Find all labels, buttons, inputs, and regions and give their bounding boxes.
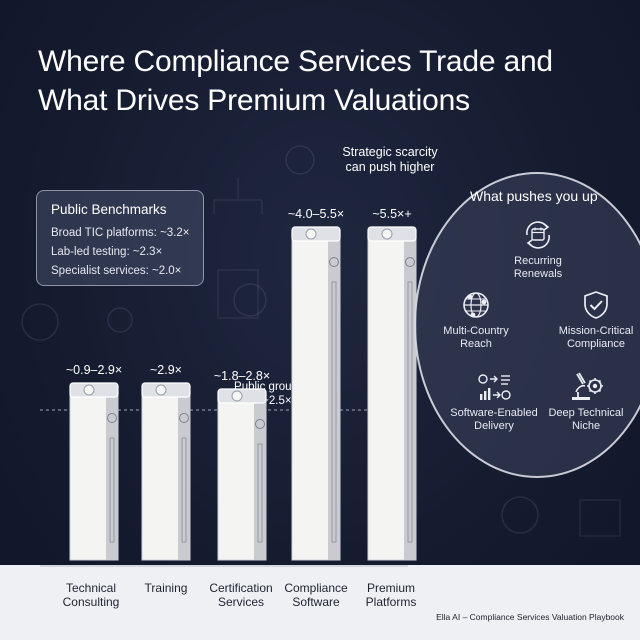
driver-software-enabled-delivery: Software-Enabled Delivery <box>446 370 542 433</box>
bar-knob <box>83 384 95 396</box>
decor-circle <box>21 303 59 341</box>
bar-slot <box>181 437 187 543</box>
bar-check-icon <box>255 419 265 429</box>
benchmark-item: Lab-led testing: ~2.3× <box>51 246 163 258</box>
bars-group <box>69 226 417 561</box>
bar <box>367 226 417 561</box>
bar-side <box>178 386 190 560</box>
bar-side <box>328 230 340 560</box>
decor-calendar <box>579 499 621 537</box>
globe-icon <box>463 292 489 318</box>
driver-label: Deep Technical Niche <box>548 407 624 432</box>
calendar-cycle-icon <box>526 221 550 249</box>
bar <box>291 226 341 561</box>
benchmarks-title: Public Benchmarks <box>51 202 167 217</box>
decor-circle <box>107 307 133 333</box>
microscope-gear-icon <box>572 372 603 400</box>
decor-circle <box>233 283 267 317</box>
decor-circle <box>285 145 315 175</box>
value-labels-group: ~0.9–2.9× ~2.9× ~1.8–2.8× ~4.0–5.5× ~5.5×+ St… <box>66 145 438 383</box>
public-benchmarks-panel: Public Benchmarks Broad TIC platforms: ~… <box>36 190 204 286</box>
driver-mission-critical-compliance: Mission-Critical Compliance <box>554 288 638 351</box>
driver-label: Recurring Renewals <box>513 255 563 280</box>
bar-value-label: ~1.8–2.8× <box>214 369 270 383</box>
x-tick-label: Training <box>144 581 188 595</box>
bar-side <box>106 386 118 560</box>
bar-value-label: ~4.0–5.5× <box>288 207 344 221</box>
x-tick-label: Compliance Software <box>284 581 348 609</box>
bar-check-icon <box>107 413 117 423</box>
bar-check-icon <box>329 257 339 267</box>
page-title: Where Compliance Services Trade and What… <box>38 42 618 120</box>
chart-floor <box>0 565 640 640</box>
driver-label: Multi-Country Reach <box>443 325 509 350</box>
driver-label: Mission-Critical Compliance <box>558 325 634 350</box>
x-tick-label: Premium Platforms <box>365 581 417 609</box>
bar <box>141 382 191 561</box>
bar-knob <box>155 384 167 396</box>
benchmark-item: Specialist services: ~2.0× <box>51 265 182 277</box>
bar-knob <box>305 228 317 240</box>
driver-multi-country-reach: Multi-Country Reach <box>436 288 516 351</box>
decor-circle <box>501 496 539 534</box>
chart-floor-surface <box>0 565 640 640</box>
bar-slot <box>331 281 337 543</box>
title-line-1: Where Compliance Services Trade and <box>38 45 553 78</box>
workflow-icon <box>478 374 511 400</box>
bar-slot <box>257 443 263 543</box>
x-tick-label: Certification Services <box>209 581 273 609</box>
bar-check-icon <box>179 413 189 423</box>
x-tick-label: Technical Consulting <box>62 581 120 609</box>
bar-value-label: ~2.9× <box>150 363 182 377</box>
footer-credit: Ella AI – Compliance Services Valuation … <box>436 612 624 622</box>
drivers-title: What pushes you up <box>470 188 598 204</box>
annotation-text: Strategic scarcity can push higher <box>342 145 438 174</box>
bar <box>69 382 119 561</box>
bar-value-label: ~5.5×+ <box>372 207 411 221</box>
title-line-2: What Drives Premium Valuations <box>38 84 470 117</box>
bar-check-icon <box>405 257 415 267</box>
bar-side <box>254 392 266 560</box>
bar-knob <box>231 390 243 402</box>
decor-org-chart <box>213 178 263 214</box>
bar-side <box>404 230 416 560</box>
bar <box>217 388 267 561</box>
drivers-panel <box>414 172 640 478</box>
bar-slot <box>109 437 115 543</box>
shield-check-icon <box>584 291 608 319</box>
decor-document <box>217 269 259 319</box>
driver-deep-technical-niche: Deep Technical Niche <box>544 370 628 433</box>
driver-recurring-renewals: Recurring Renewals <box>498 218 578 281</box>
bar-knob <box>381 228 393 240</box>
bar-value-label: ~0.9–2.9× <box>66 363 122 377</box>
chart-background <box>21 145 621 537</box>
driver-label: Software-Enabled Delivery <box>450 407 538 432</box>
bar-slot <box>407 281 413 543</box>
benchmark-item: Broad TIC platforms: ~3.2× <box>51 227 190 239</box>
